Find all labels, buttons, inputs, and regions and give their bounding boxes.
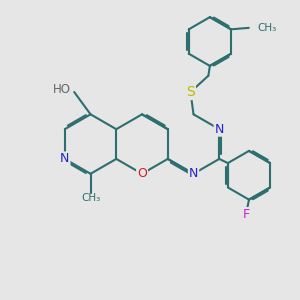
Text: N: N <box>214 123 224 136</box>
Text: N: N <box>60 152 70 165</box>
Text: HO: HO <box>53 83 71 96</box>
Text: N: N <box>189 167 198 180</box>
Text: CH₃: CH₃ <box>258 23 277 33</box>
Text: F: F <box>242 208 250 221</box>
Text: CH₃: CH₃ <box>81 193 100 202</box>
Text: S: S <box>186 85 195 99</box>
Text: O: O <box>137 167 147 180</box>
